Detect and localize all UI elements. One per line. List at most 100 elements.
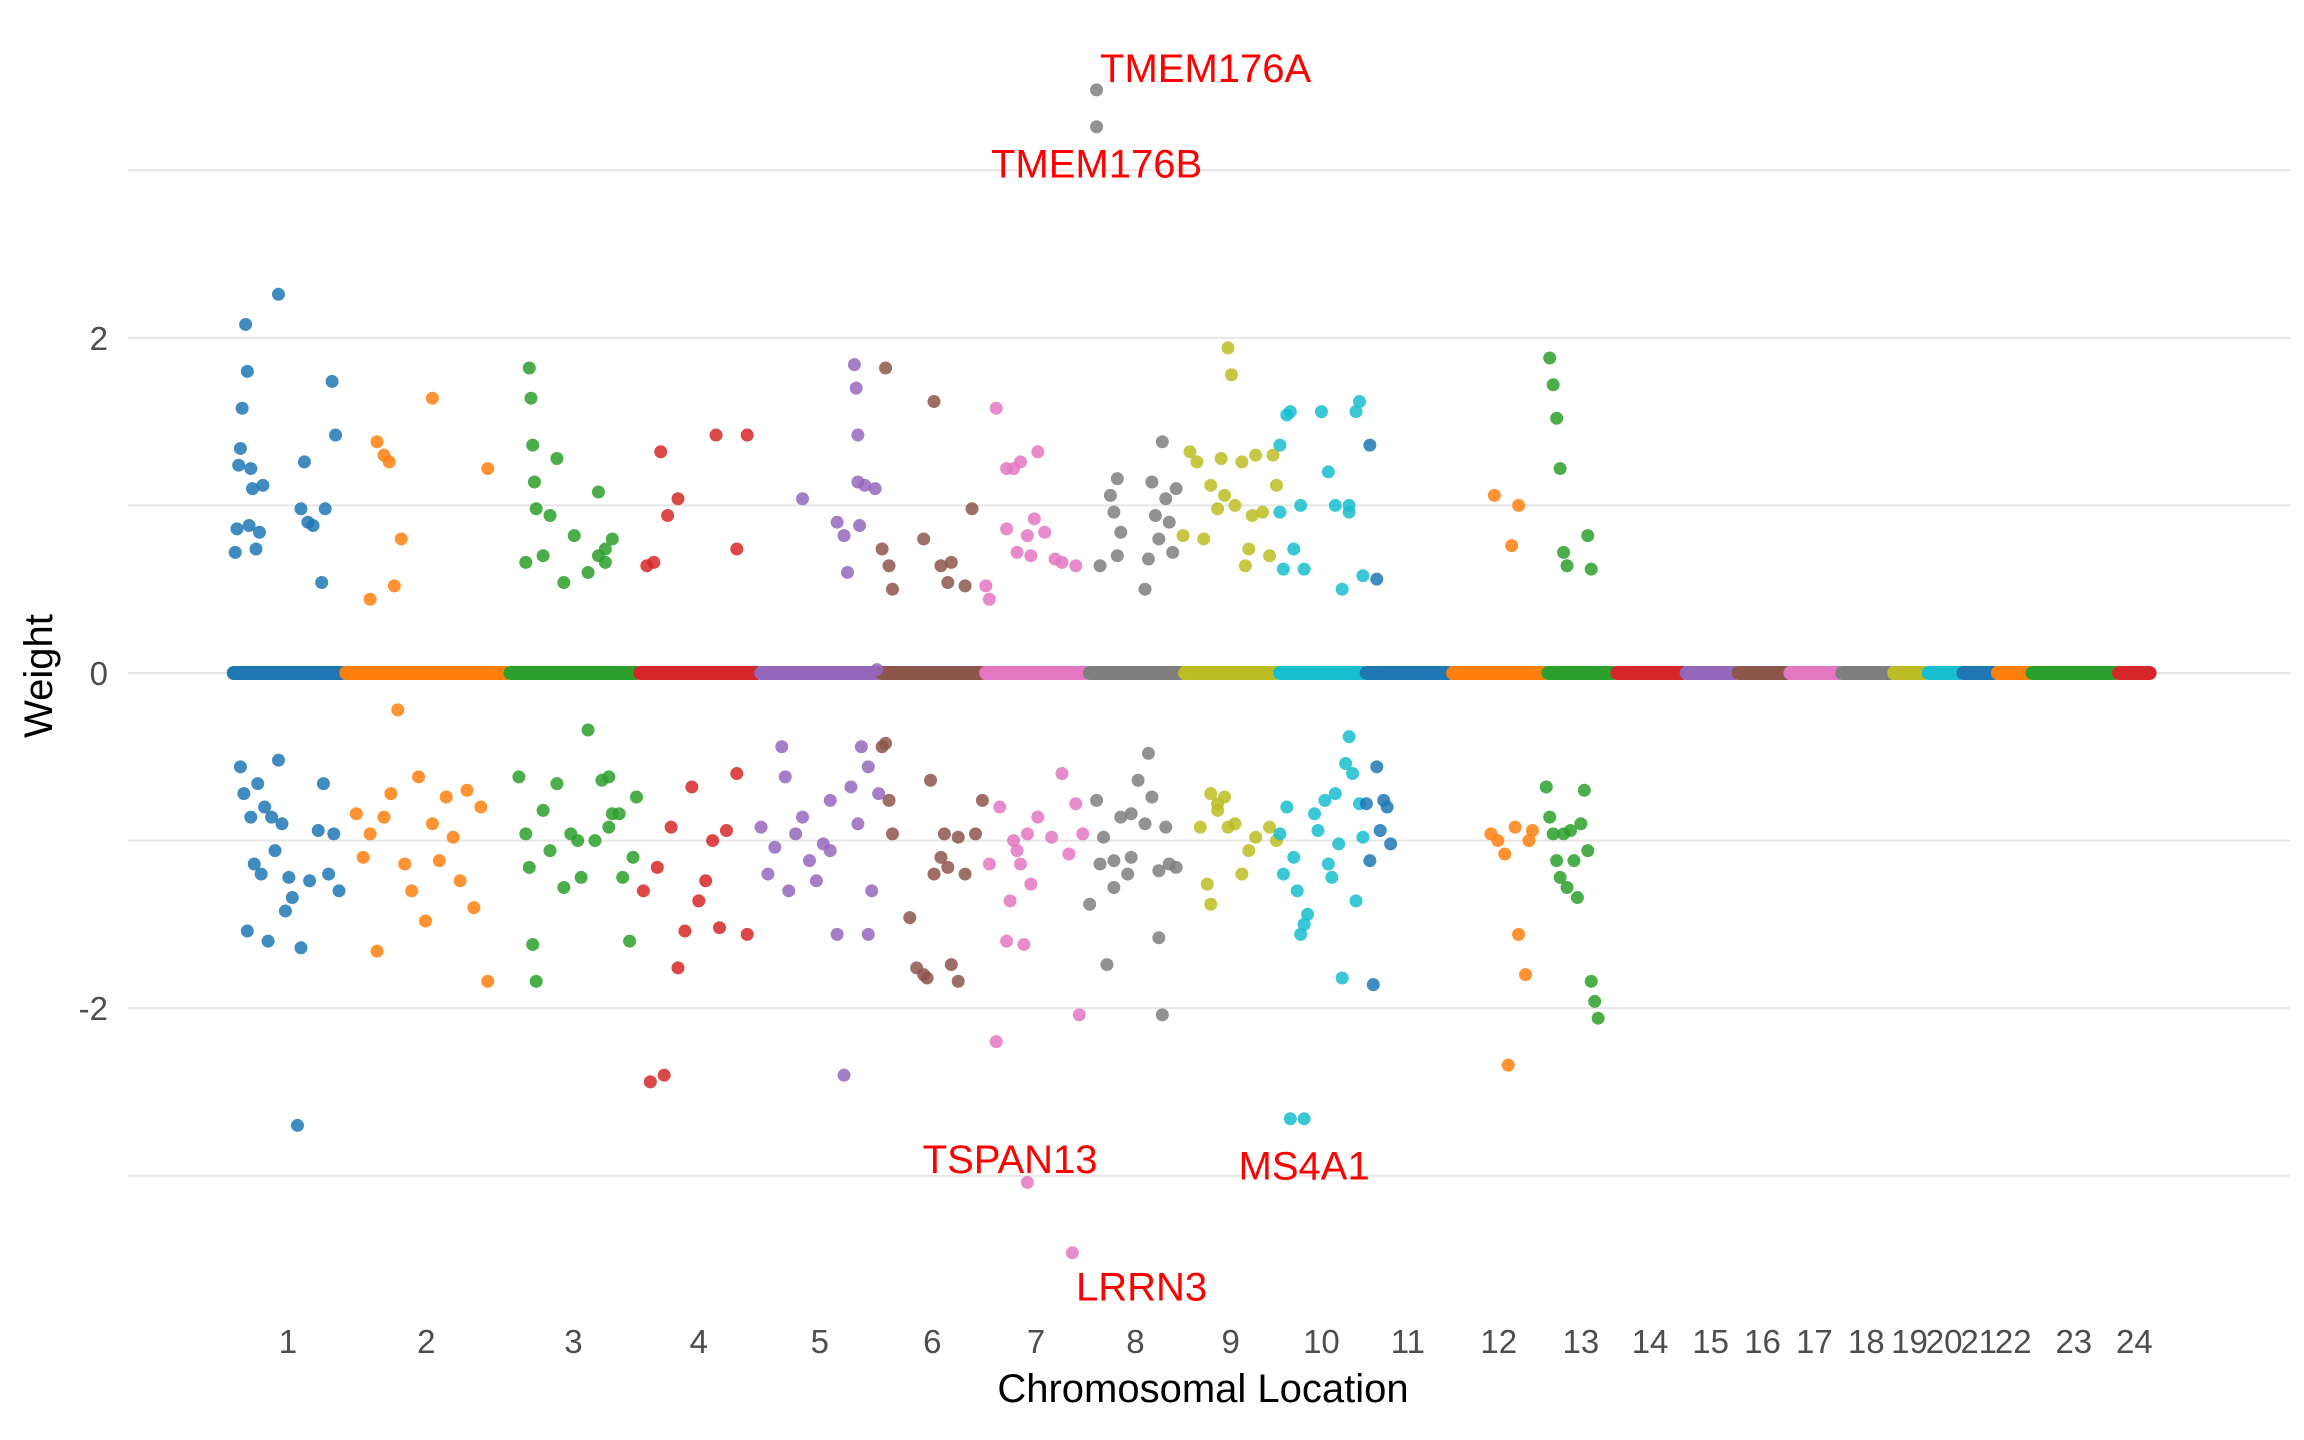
data-point bbox=[271, 287, 285, 301]
data-point bbox=[1346, 767, 1360, 781]
data-point bbox=[958, 579, 972, 593]
data-point bbox=[581, 565, 595, 579]
data-point bbox=[303, 874, 317, 888]
data-point bbox=[768, 840, 782, 854]
data-point bbox=[251, 777, 265, 791]
data-point bbox=[1100, 958, 1114, 972]
data-point bbox=[1328, 787, 1342, 801]
data-point bbox=[1024, 877, 1038, 891]
data-point bbox=[1107, 505, 1121, 519]
data-point bbox=[522, 860, 536, 874]
data-point bbox=[271, 753, 285, 767]
data-point bbox=[591, 485, 605, 499]
data-point bbox=[230, 522, 244, 536]
data-point bbox=[1508, 820, 1522, 834]
x-tick-label: 14 bbox=[1632, 1323, 1669, 1360]
data-point bbox=[754, 820, 768, 834]
annotated-point bbox=[1297, 1112, 1311, 1126]
data-point bbox=[1238, 559, 1252, 573]
data-point bbox=[1162, 515, 1176, 529]
data-point bbox=[979, 579, 993, 593]
data-point bbox=[1200, 877, 1214, 891]
data-point bbox=[626, 850, 640, 864]
gene-label: TSPAN13 bbox=[923, 1138, 1098, 1182]
data-point bbox=[1204, 897, 1218, 911]
data-point bbox=[1114, 810, 1128, 824]
data-point bbox=[481, 974, 495, 988]
x-tick-label: 6 bbox=[923, 1323, 941, 1360]
data-point bbox=[1512, 498, 1526, 512]
data-point bbox=[661, 508, 675, 522]
data-point bbox=[730, 767, 744, 781]
data-point bbox=[1276, 562, 1290, 576]
x-tick-label: 2 bbox=[417, 1323, 435, 1360]
data-point bbox=[1124, 807, 1138, 821]
x-tick-label: 17 bbox=[1796, 1323, 1833, 1360]
data-point bbox=[823, 793, 837, 807]
data-point bbox=[1339, 756, 1353, 770]
data-point bbox=[1069, 797, 1083, 811]
data-point bbox=[851, 428, 865, 442]
data-point bbox=[920, 971, 934, 985]
data-point bbox=[671, 492, 685, 506]
data-point bbox=[1020, 529, 1034, 543]
data-point bbox=[1325, 870, 1339, 884]
data-point bbox=[1280, 800, 1294, 814]
data-point bbox=[612, 807, 626, 821]
data-point bbox=[1183, 445, 1197, 459]
data-point bbox=[1228, 817, 1242, 831]
data-point bbox=[1321, 857, 1335, 871]
data-point bbox=[882, 559, 896, 573]
data-point bbox=[1543, 810, 1557, 824]
data-point bbox=[982, 592, 996, 606]
data-point bbox=[244, 810, 258, 824]
data-point bbox=[1283, 1112, 1297, 1126]
data-point bbox=[235, 401, 249, 415]
data-point bbox=[1287, 542, 1301, 556]
data-point bbox=[1332, 837, 1346, 851]
data-point bbox=[944, 958, 958, 972]
data-point bbox=[1031, 810, 1045, 824]
data-point bbox=[467, 901, 481, 915]
x-tick-label: 24 bbox=[2116, 1323, 2153, 1360]
data-point bbox=[1069, 559, 1083, 573]
data-point bbox=[1013, 455, 1027, 469]
data-point bbox=[1155, 1008, 1169, 1022]
data-point bbox=[1553, 870, 1567, 884]
data-point bbox=[522, 361, 536, 375]
data-point bbox=[789, 827, 803, 841]
data-point bbox=[875, 542, 889, 556]
data-point bbox=[571, 834, 585, 848]
data-point bbox=[261, 934, 275, 948]
x-tick-label: 21 bbox=[1960, 1323, 1997, 1360]
data-point bbox=[1328, 498, 1342, 512]
data-point bbox=[329, 428, 343, 442]
data-point bbox=[650, 860, 664, 874]
data-point bbox=[536, 803, 550, 817]
data-point bbox=[306, 519, 320, 533]
gene-label: TMEM176A bbox=[1100, 47, 1311, 91]
data-point bbox=[1152, 532, 1166, 546]
data-point bbox=[903, 911, 917, 925]
data-point bbox=[1245, 508, 1259, 522]
data-point bbox=[1522, 834, 1536, 848]
data-point bbox=[246, 482, 260, 496]
data-point bbox=[1176, 529, 1190, 543]
data-point bbox=[882, 793, 896, 807]
data-point bbox=[1000, 522, 1014, 536]
data-point bbox=[1145, 790, 1159, 804]
data-point bbox=[567, 529, 581, 543]
data-point bbox=[861, 927, 875, 941]
data-point bbox=[851, 817, 865, 831]
data-point bbox=[1539, 780, 1553, 794]
data-point bbox=[1152, 864, 1166, 878]
data-point bbox=[1038, 525, 1052, 539]
data-point bbox=[885, 827, 899, 841]
data-point bbox=[713, 921, 727, 935]
x-tick-label: 7 bbox=[1027, 1323, 1045, 1360]
data-point bbox=[654, 445, 668, 459]
data-point bbox=[256, 478, 270, 492]
data-point bbox=[1027, 512, 1041, 526]
data-point bbox=[1010, 545, 1024, 559]
data-points-layer bbox=[228, 287, 1605, 1132]
